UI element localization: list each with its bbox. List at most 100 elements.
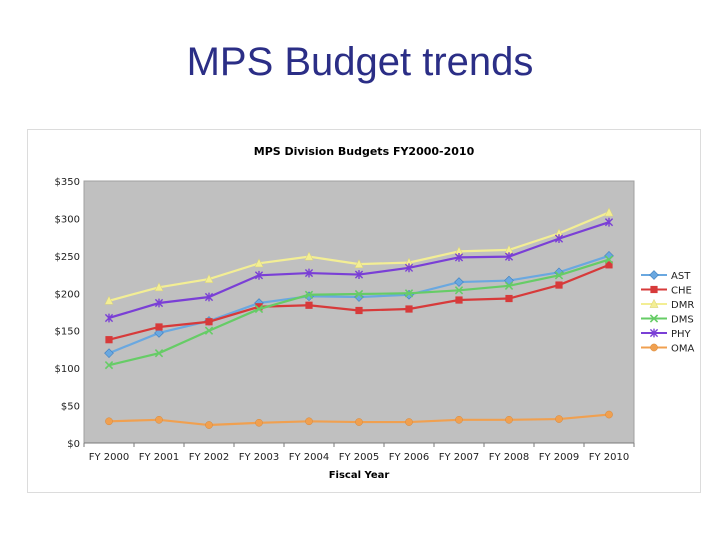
data-point-phy [604, 217, 614, 227]
x-tick-label: FY 2007 [439, 452, 480, 463]
legend-marker [649, 314, 659, 323]
data-point-dms [454, 286, 464, 295]
y-tick-label: $300 [55, 214, 80, 225]
legend-item-phy: PHY [641, 328, 692, 340]
y-tick-label: $150 [55, 327, 80, 338]
legend-marker [649, 328, 659, 338]
data-point-phy [454, 252, 464, 262]
data-point-oma [305, 417, 313, 426]
data-point-ast [454, 277, 464, 287]
series-che [105, 261, 613, 344]
y-tick-label: $0 [67, 439, 80, 450]
line-chart: MPS Division Budgets FY2000-2010 $0 $50 $1… [55, 145, 695, 481]
x-axis-label: Fiscal Year [329, 470, 390, 481]
data-point-dms [154, 349, 164, 358]
legend-label: DMS [671, 315, 694, 326]
data-point-dmr [354, 258, 364, 268]
legend-item-dms: DMS [641, 314, 694, 326]
data-point-che [105, 336, 113, 344]
data-point-oma [505, 415, 513, 424]
data-point-phy [404, 263, 414, 273]
data-point-oma [605, 410, 613, 419]
data-point-phy [204, 292, 214, 302]
data-point-dms [554, 271, 564, 280]
data-point-phy [104, 313, 114, 323]
data-point-che [455, 296, 463, 304]
data-point-oma [155, 415, 163, 424]
data-point-che [305, 301, 313, 309]
x-tick-label: FY 2002 [189, 452, 230, 463]
series-group [104, 207, 614, 429]
data-point-che [555, 281, 563, 289]
chart-title: MPS Division Budgets FY2000-2010 [254, 145, 475, 158]
data-point-dms [104, 360, 114, 370]
series-oma [105, 410, 613, 429]
x-tick-label: FY 2006 [389, 452, 430, 463]
data-point-che [155, 323, 163, 331]
data-point-oma [205, 421, 213, 429]
data-point-dmr [154, 282, 164, 292]
series-dms [104, 255, 614, 370]
data-point-oma [255, 418, 263, 427]
chart-container: MPS Division Budgets FY2000-2010 $0 $50 $1… [28, 130, 700, 492]
y-tick-label: $100 [55, 364, 80, 375]
x-axis: FY 2000 FY 2001 FY 2002 FY 2003 FY 2004 FY 20… [83, 443, 635, 463]
data-point-phy [554, 234, 564, 244]
data-point-dmr [604, 207, 614, 217]
data-point-ast [354, 292, 364, 302]
legend-marker [649, 270, 659, 280]
data-point-dmr [104, 295, 114, 305]
data-point-oma [405, 418, 413, 426]
x-tick-label: FY 2009 [539, 452, 580, 463]
data-point-phy [504, 252, 514, 262]
data-point-ast [154, 328, 164, 338]
legend-marker [650, 343, 658, 352]
x-tick-label: FY 2010 [589, 452, 630, 463]
data-point-che [255, 303, 263, 311]
y-tick-label: $50 [61, 402, 80, 413]
data-point-che [605, 261, 613, 269]
x-tick-label: FY 2008 [489, 452, 530, 463]
data-point-dmr [204, 273, 214, 283]
y-tick-label: $250 [55, 252, 80, 263]
data-point-phy [354, 270, 364, 279]
series-dmr [104, 207, 614, 305]
x-tick-label: FY 2000 [89, 452, 130, 463]
data-point-dms [404, 289, 414, 298]
legend-label: CHE [671, 286, 692, 297]
data-point-phy [154, 298, 164, 308]
y-axis: $0 $50 $100 $150 $200 $250 $300 $350 [55, 177, 80, 450]
x-tick-label: FY 2003 [239, 452, 280, 463]
data-point-che [205, 318, 213, 326]
data-point-dms [604, 255, 614, 264]
data-point-che [355, 306, 363, 315]
data-point-che [505, 294, 513, 303]
slide-title: MPS Budget trends [186, 40, 534, 84]
legend: AST CHE DMR DMS PHY OMA [641, 270, 694, 355]
x-tick-label: FY 2004 [289, 452, 330, 463]
legend-item-oma: OMA [641, 344, 694, 355]
legend-item-dmr: DMR [641, 298, 694, 311]
x-tick-label: FY 2005 [339, 452, 380, 463]
series-phy [104, 217, 614, 323]
data-point-dmr [254, 258, 264, 268]
legend-label: OMA [671, 344, 694, 355]
legend-item-che: CHE [641, 286, 692, 297]
data-point-dmr [304, 251, 314, 261]
legend-label: PHY [671, 329, 692, 340]
legend-label: AST [671, 271, 691, 282]
data-point-dms [354, 289, 364, 299]
data-point-dms [204, 326, 214, 335]
legend-marker [649, 298, 659, 308]
data-point-dms [304, 290, 314, 299]
legend-item-ast: AST [641, 270, 691, 282]
data-point-dms [254, 304, 264, 314]
data-point-oma [355, 418, 363, 426]
y-tick-label: $200 [55, 289, 80, 300]
y-tick-label: $350 [55, 177, 80, 188]
data-point-oma [555, 415, 563, 423]
data-point-phy [304, 268, 314, 278]
data-point-che [405, 305, 413, 313]
data-point-oma [455, 415, 463, 424]
data-point-dms [504, 281, 514, 290]
